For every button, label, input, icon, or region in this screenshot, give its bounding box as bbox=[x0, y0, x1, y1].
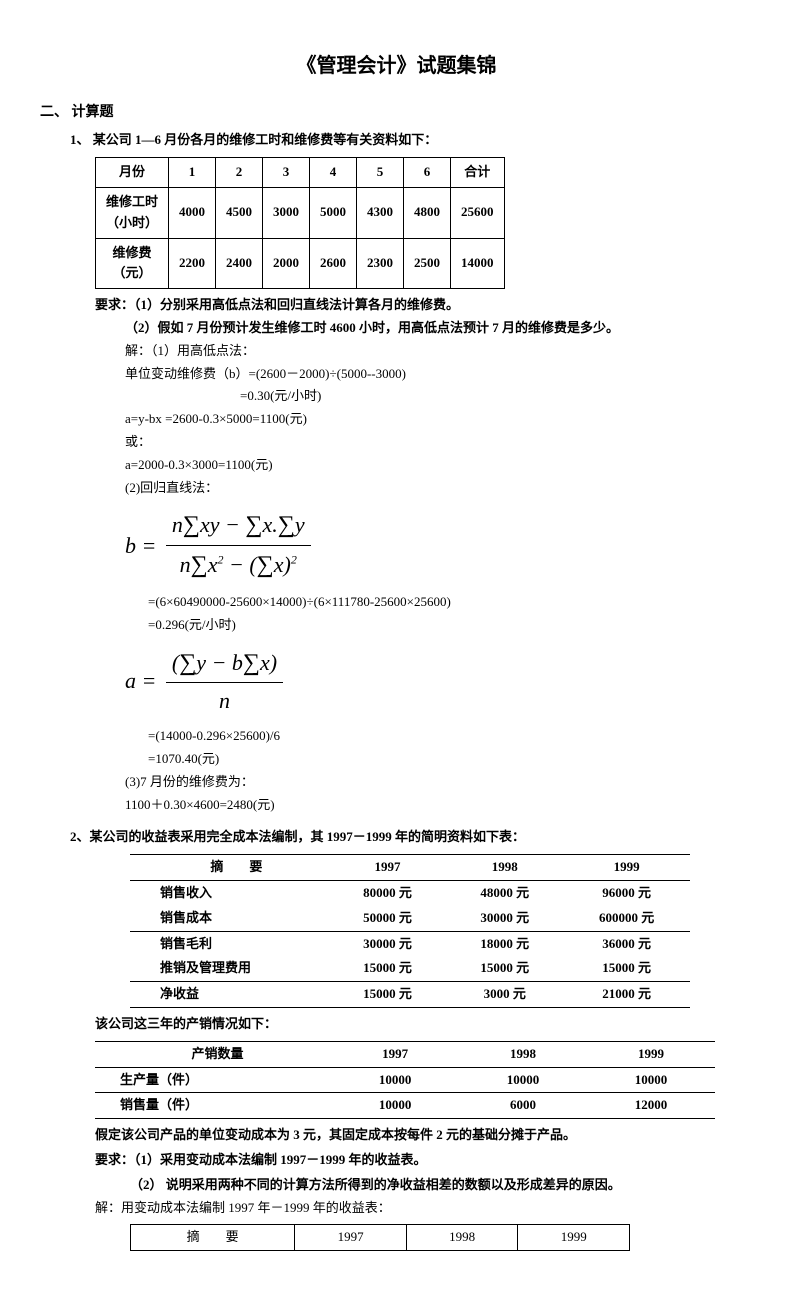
q1-sol-line: =(14000-0.296×25600)/6 bbox=[148, 726, 753, 747]
table-cell: 销售成本 bbox=[130, 906, 329, 931]
table-cell: 推销及管理费用 bbox=[130, 956, 329, 981]
table-cell: 3000 元 bbox=[446, 982, 563, 1008]
q2-note2: 假定该公司产品的单位变动成本为 3 元，其固定成本按每件 2 元的基础分摊于产品… bbox=[95, 1125, 753, 1146]
table-header: 1999 bbox=[563, 855, 690, 881]
table-header: 1 bbox=[169, 158, 216, 188]
formula-a: a = (∑y − b∑x) n bbox=[125, 644, 753, 719]
table-cell: 96000 元 bbox=[563, 881, 690, 906]
table-cell: 15000 元 bbox=[329, 982, 446, 1008]
table-header: 摘 要 bbox=[131, 1225, 295, 1251]
table-cell: 600000 元 bbox=[563, 906, 690, 931]
q1-sol-line: =(6×60490000-25600×14000)÷(6×111780-2560… bbox=[148, 592, 753, 613]
q1-sol-line: =0.296(元/小时) bbox=[148, 615, 753, 636]
table-cell: 2400 bbox=[216, 238, 263, 289]
q1-sol-line: 单位变动维修费（b）=(2600－2000)÷(5000--3000) bbox=[125, 364, 753, 385]
table-header: 4 bbox=[310, 158, 357, 188]
table-header: 3 bbox=[263, 158, 310, 188]
table-cell: 10000 bbox=[331, 1093, 459, 1119]
q1-sol-line: a=2000-0.3×3000=1100(元) bbox=[125, 455, 753, 476]
q1-table: 月份 1 2 3 4 5 6 合计 维修工时 （小时） 4000 4500 30… bbox=[95, 157, 505, 289]
table-header: 1998 bbox=[406, 1225, 518, 1251]
section-heading: 二、 计算题 bbox=[40, 102, 753, 124]
table-cell: 2300 bbox=[357, 238, 404, 289]
page-title: 《管理会计》试题集锦 bbox=[40, 50, 753, 82]
q1-sol-line: a=y-bx =2600-0.3×5000=1100(元) bbox=[125, 409, 753, 430]
table-cell: 2000 bbox=[263, 238, 310, 289]
q2-table1: 摘 要 1997 1998 1999 销售收入 80000 元 48000 元 … bbox=[130, 854, 690, 1008]
table-cell: 2200 bbox=[169, 238, 216, 289]
table-cell: 10000 bbox=[459, 1067, 587, 1093]
table-header: 2 bbox=[216, 158, 263, 188]
table-row: 维修工时 （小时） 4000 4500 3000 5000 4300 4800 … bbox=[96, 187, 505, 238]
formula-b: b = n∑xy − ∑x.∑y n∑x2 − (∑x)2 bbox=[125, 506, 753, 584]
table-header: 1998 bbox=[459, 1041, 587, 1067]
table-cell: 4800 bbox=[404, 187, 451, 238]
q1-intro: 1、 某公司 1—6 月份各月的维修工时和维修费等有关资料如下： bbox=[70, 130, 753, 151]
q2-intro: 2、某公司的收益表采用完全成本法编制，其 1997－1999 年的简明资料如下表… bbox=[70, 827, 753, 848]
q2-sol-line: 解：用变动成本法编制 1997 年－1999 年的收益表： bbox=[95, 1198, 753, 1219]
table-header: 1999 bbox=[587, 1041, 715, 1067]
table-cell: 50000 元 bbox=[329, 906, 446, 931]
table-cell: 3000 bbox=[263, 187, 310, 238]
table-cell: 4500 bbox=[216, 187, 263, 238]
table-cell: 10000 bbox=[331, 1067, 459, 1093]
table-header: 合计 bbox=[451, 158, 505, 188]
table-row: 维修费 （元） 2200 2400 2000 2600 2300 2500 14… bbox=[96, 238, 505, 289]
table-header: 6 bbox=[404, 158, 451, 188]
q2-table2: 产销数量 1997 1998 1999 生产量（件） 10000 10000 1… bbox=[95, 1041, 715, 1119]
table-cell: 生产量（件） bbox=[95, 1067, 331, 1093]
table-cell: 36000 元 bbox=[563, 931, 690, 956]
q1-sol-line: =1070.40(元) bbox=[148, 749, 753, 770]
table-header: 1997 bbox=[329, 855, 446, 881]
table-header: 5 bbox=[357, 158, 404, 188]
table-cell: 5000 bbox=[310, 187, 357, 238]
table-cell: 15000 元 bbox=[446, 956, 563, 981]
table-header: 产销数量 bbox=[95, 1041, 331, 1067]
q1-sol-line: 或： bbox=[125, 432, 753, 453]
table-row: 月份 1 2 3 4 5 6 合计 bbox=[96, 158, 505, 188]
table-cell: 2500 bbox=[404, 238, 451, 289]
table-header: 1998 bbox=[446, 855, 563, 881]
table-cell: 25600 bbox=[451, 187, 505, 238]
row-label: 维修工时 （小时） bbox=[96, 187, 169, 238]
table-cell: 14000 bbox=[451, 238, 505, 289]
table-header: 1997 bbox=[331, 1041, 459, 1067]
q1-sol-line: (3)7 月份的维修费为： bbox=[125, 772, 753, 793]
table-cell: 4000 bbox=[169, 187, 216, 238]
q2-table3: 摘 要 1997 1998 1999 bbox=[130, 1224, 630, 1251]
table-cell: 21000 元 bbox=[563, 982, 690, 1008]
table-cell: 15000 元 bbox=[563, 956, 690, 981]
table-cell: 销售量（件） bbox=[95, 1093, 331, 1119]
table-cell: 10000 bbox=[587, 1067, 715, 1093]
table-cell: 18000 元 bbox=[446, 931, 563, 956]
table-cell: 12000 bbox=[587, 1093, 715, 1119]
table-cell: 30000 元 bbox=[446, 906, 563, 931]
table-cell: 4300 bbox=[357, 187, 404, 238]
q1-sol-line: 解：（1）用高低点法： bbox=[125, 341, 753, 362]
q1-sol-line: =0.30(元/小时) bbox=[240, 386, 753, 407]
table-cell: 6000 bbox=[459, 1093, 587, 1119]
table-cell: 80000 元 bbox=[329, 881, 446, 906]
table-header: 摘 要 bbox=[130, 855, 329, 881]
q1-req1: 要求：（1）分别采用高低点法和回归直线法计算各月的维修费。 bbox=[95, 295, 753, 316]
table-cell: 2600 bbox=[310, 238, 357, 289]
row-label: 维修费 （元） bbox=[96, 238, 169, 289]
table-cell: 净收益 bbox=[130, 982, 329, 1008]
q2-note1: 该公司这三年的产销情况如下： bbox=[95, 1014, 753, 1035]
table-cell: 48000 元 bbox=[446, 881, 563, 906]
table-cell: 销售收入 bbox=[130, 881, 329, 906]
table-header: 1999 bbox=[518, 1225, 630, 1251]
table-header: 月份 bbox=[96, 158, 169, 188]
q2-req1: 要求：（1）采用变动成本法编制 1997－1999 年的收益表。 bbox=[95, 1150, 753, 1171]
table-cell: 15000 元 bbox=[329, 956, 446, 981]
q1-sol-line: 1100＋0.30×4600=2480(元) bbox=[125, 795, 753, 816]
table-header: 1997 bbox=[295, 1225, 407, 1251]
q1-req2: （2）假如 7 月份预计发生维修工时 4600 小时，用高低点法预计 7 月的维… bbox=[125, 318, 753, 339]
table-cell: 销售毛利 bbox=[130, 931, 329, 956]
table-cell: 30000 元 bbox=[329, 931, 446, 956]
q1-sol-line: (2)回归直线法： bbox=[125, 478, 753, 499]
q2-req2: （2） 说明采用两种不同的计算方法所得到的净收益相差的数额以及形成差异的原因。 bbox=[130, 1175, 753, 1196]
